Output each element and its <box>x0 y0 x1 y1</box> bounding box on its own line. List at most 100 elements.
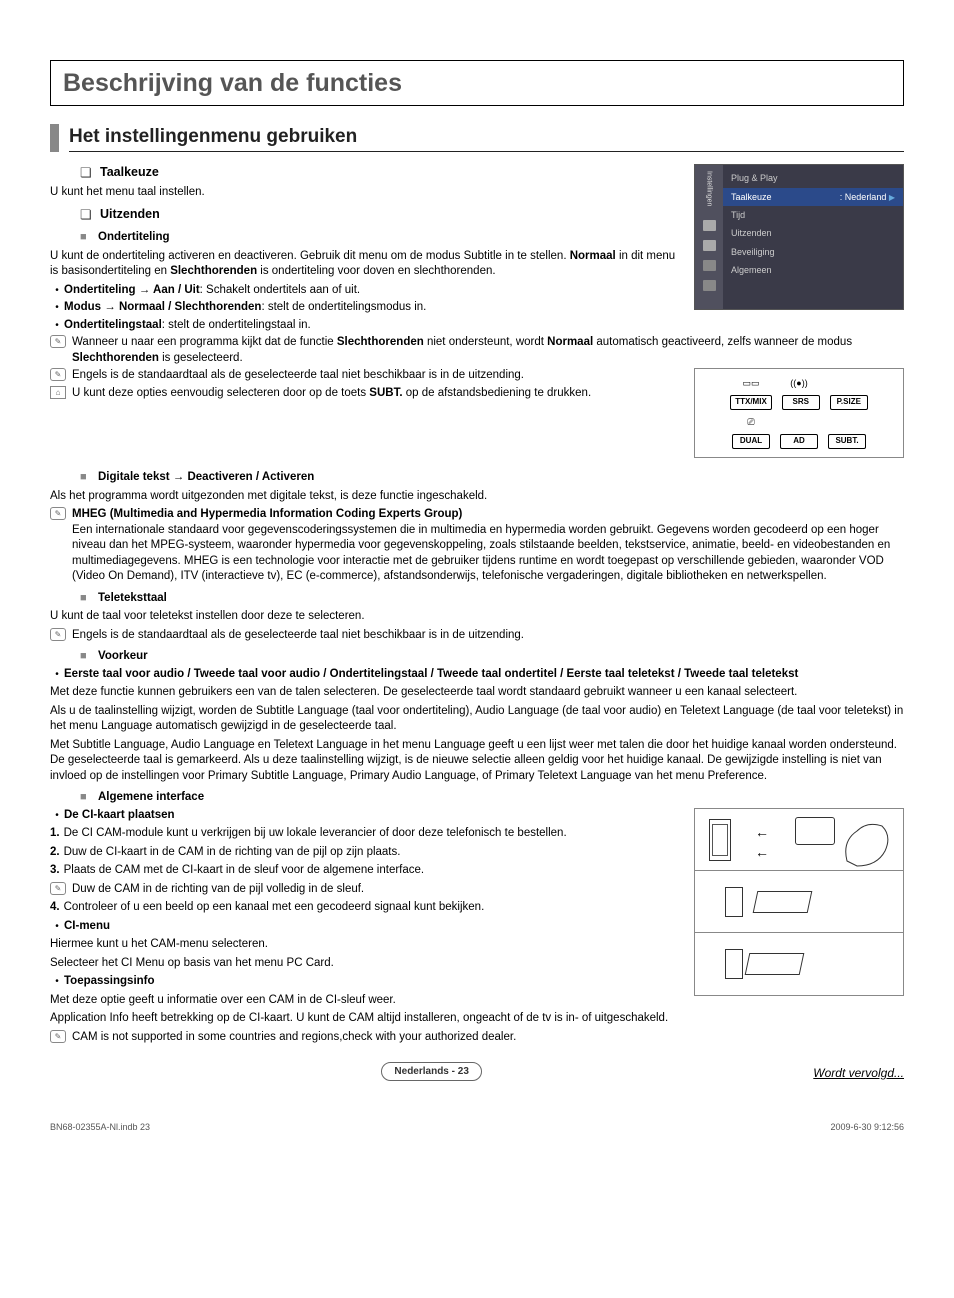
main-title: Beschrijving van de functies <box>63 67 891 101</box>
voorkeur-title: Voorkeur <box>98 649 148 665</box>
subsection-digitale: ■ Digitale tekst → Deactiveren / Activer… <box>80 470 904 486</box>
osd-menu-sidebar: Instellingen <box>695 165 723 309</box>
remote-icon: ⌂ <box>50 386 66 399</box>
bullet-ondertiteling-1: •Ondertiteling → Aan / Uit: Schakelt ond… <box>50 283 682 299</box>
wrench-icon <box>703 220 716 231</box>
checkbox-icon: ❏ <box>80 206 100 224</box>
remote-row-2: DUAL AD SUBT. <box>703 434 895 449</box>
section-taalkeuze-header: ❏ Taalkeuze <box>80 164 682 182</box>
ci-plaatsen-header: • De CI-kaart plaatsen <box>50 808 682 824</box>
ci-figure-panel-1: ← ← <box>695 809 903 871</box>
sub-heading-bar <box>50 124 59 153</box>
note-icon: ✎ <box>50 335 66 348</box>
ttx-symbol-icon: ▭▭ <box>732 377 770 389</box>
ci-menu-header: • CI-menu <box>50 919 682 935</box>
chevron-right-icon: ▶ <box>889 193 895 202</box>
ci-card-icon <box>795 817 835 845</box>
teletekst-p1: U kunt de taal voor teletekst instellen … <box>50 609 904 625</box>
square-icon: ■ <box>80 230 98 246</box>
hand-icon <box>837 811 897 869</box>
subsection-teletekst: ■ Teleteksttaal <box>80 591 904 607</box>
dual-symbol-icon: ⎚ <box>732 416 770 428</box>
note-icon: ✎ <box>50 882 66 895</box>
dot-icon: • <box>50 283 64 299</box>
continued-text: Wordt vervolgd... <box>813 1065 904 1081</box>
arrow-left-icon: ← <box>755 843 769 862</box>
remote-row-1: TTX/MIX SRS P.SIZE <box>703 395 895 410</box>
dot-icon: • <box>50 300 64 316</box>
section-taalkeuze-title: Taalkeuze <box>100 164 159 182</box>
print-file: BN68-02355A-Nl.indb 23 <box>50 1121 150 1133</box>
osd-item-algemeen: Algemeen <box>723 261 903 279</box>
page-number-pill: Nederlands - 23 <box>381 1062 481 1082</box>
cam-icon <box>725 949 743 979</box>
dot-icon: • <box>50 318 64 334</box>
osd-sidebar-label: Instellingen <box>704 171 713 206</box>
arrow-left-icon: ← <box>755 823 769 842</box>
subt-button: SUBT. <box>828 434 866 449</box>
ci-figure: ← ← <box>694 808 904 996</box>
section-uitzenden-header: ❏ Uitzenden <box>80 206 682 224</box>
subsection-ondertiteling: ■ Ondertiteling <box>80 230 682 246</box>
toepassing-note: ✎ CAM is not supported in some countries… <box>50 1030 904 1046</box>
print-meta-row: BN68-02355A-Nl.indb 23 2009-6-30 9:12:56 <box>50 1121 904 1133</box>
psize-button: P.SIZE <box>830 395 868 410</box>
note-icon: ✎ <box>50 368 66 381</box>
osd-item-beveiliging: Beveiliging <box>723 243 903 261</box>
ad-button: AD <box>780 434 818 449</box>
ondertiteling-title: Ondertiteling <box>98 230 170 246</box>
cam-icon <box>725 887 743 917</box>
note-ondertiteling-1: ✎ Wanneer u naar een programma kijkt dat… <box>50 335 904 366</box>
screen-icon <box>703 260 716 271</box>
osd-item-taalkeuze: Taalkeuze: Nederland ▶ <box>723 188 903 207</box>
dot-icon: • <box>50 667 64 683</box>
ci-figure-panel-3 <box>695 933 903 995</box>
osd-item-tijd: Tijd <box>723 206 903 224</box>
dot-icon: • <box>50 808 64 824</box>
mheg-title: MHEG (Multimedia and Hypermedia Informat… <box>72 508 462 520</box>
ci-card-angled-icon <box>753 891 813 913</box>
srs-button: SRS <box>782 395 820 410</box>
toepassing-header: • Toepassingsinfo <box>50 974 682 990</box>
checkbox-icon: ❏ <box>80 164 100 182</box>
ci-figure-panel-2 <box>695 871 903 933</box>
note-teletekst: ✎ Engels is de standaardtaal als de gese… <box>50 628 904 644</box>
voorkeur-p3: Met Subtitle Language, Audio Language en… <box>50 738 904 785</box>
toepassing-p2: Application Info heeft betrekking op de … <box>50 1011 904 1027</box>
voorkeur-p1: Met deze functie kunnen gebruikers een v… <box>50 685 904 701</box>
osd-menu: Instellingen Plug & Play Taalkeuze: Nede… <box>694 164 904 310</box>
print-timestamp: 2009-6-30 9:12:56 <box>830 1121 904 1133</box>
digitale-p1: Als het programma wordt uitgezonden met … <box>50 489 904 505</box>
note-icon: ✎ <box>50 507 66 520</box>
square-icon: ■ <box>80 790 98 806</box>
main-title-box: Beschrijving van de functies <box>50 60 904 106</box>
ci-slot-inner-icon <box>712 824 728 856</box>
note-mheg: ✎ MHEG (Multimedia and Hypermedia Inform… <box>50 507 904 585</box>
dual-button: DUAL <box>732 434 770 449</box>
sub-heading: Het instellingenmenu gebruiken <box>69 124 904 153</box>
subsection-voorkeur: ■ Voorkeur <box>80 649 904 665</box>
mheg-body: Een internationale standaard voor gegeve… <box>72 524 890 583</box>
bullet-ondertiteling-3: •Ondertitelingstaal: stelt de ondertitel… <box>50 318 904 334</box>
osd-menu-list: Plug & Play Taalkeuze: Nederland ▶ Tijd … <box>723 165 903 309</box>
dot-icon: • <box>50 974 64 990</box>
remote-row-icons-2: ⎚ <box>703 416 895 428</box>
gear-icon <box>703 240 716 251</box>
note-ondertiteling-3: ⌂ U kunt deze opties eenvoudig selectere… <box>50 386 682 402</box>
subsection-interface: ■ Algemene interface <box>80 790 904 806</box>
note-icon: ✎ <box>50 628 66 641</box>
square-icon: ■ <box>80 591 98 607</box>
square-icon: ■ <box>80 649 98 665</box>
srs-symbol-icon: ((●)) <box>780 377 818 389</box>
dot-icon: • <box>50 919 64 935</box>
remote-row-icons-1: ▭▭ ((●)) <box>703 377 895 389</box>
osd-item-plugplay: Plug & Play <box>723 169 903 187</box>
section-uitzenden-title: Uitzenden <box>100 206 160 224</box>
page-footer: Nederlands - 23 Wordt vervolgd... <box>50 1062 904 1082</box>
ci-card-inserted-icon <box>745 953 805 975</box>
teletekst-title: Teleteksttaal <box>98 591 167 607</box>
voorkeur-p2: Als u de taalinstelling wijzigt, worden … <box>50 704 904 735</box>
interface-title: Algemene interface <box>98 790 204 806</box>
bullet-ondertiteling-2: •Modus → Normaal / Slechthorenden: stelt… <box>50 300 682 316</box>
ttxmix-button: TTX/MIX <box>730 395 772 410</box>
